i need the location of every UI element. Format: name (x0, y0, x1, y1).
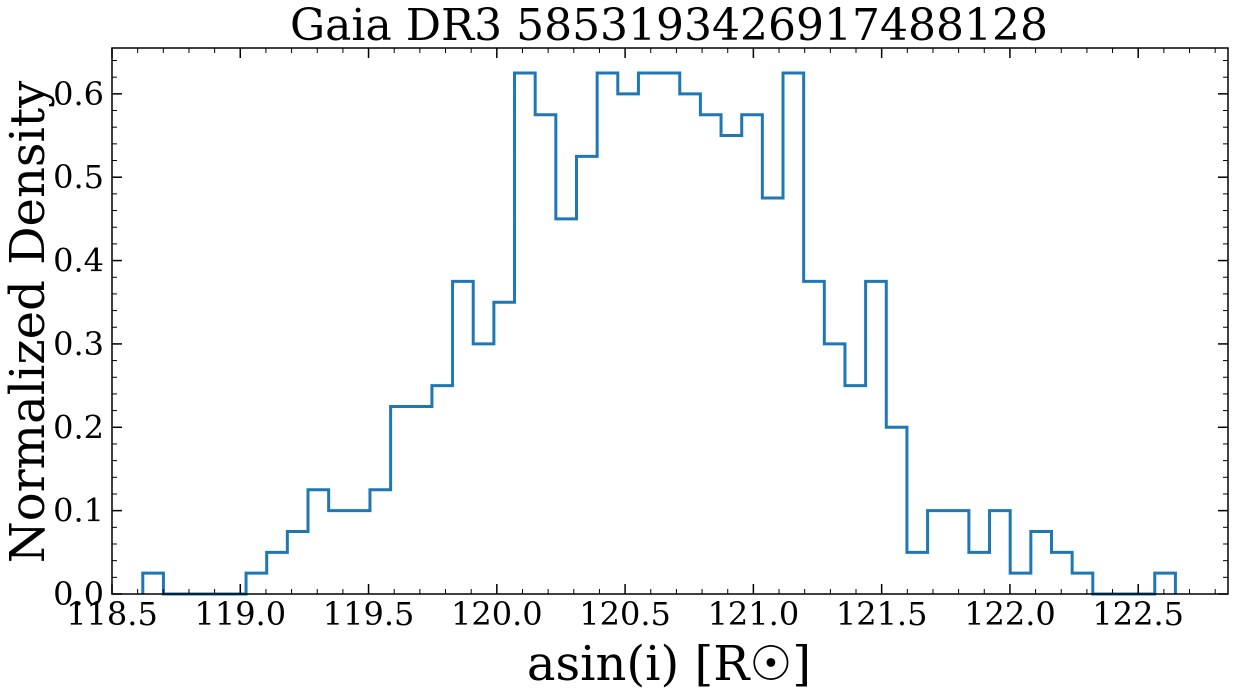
y-tick-label: 0.0 (53, 575, 104, 613)
x-tick-label: 120.5 (579, 595, 671, 633)
y-tick-label: 0.5 (53, 158, 104, 196)
x-tick-label: 118.5 (66, 595, 158, 633)
y-tick-label: 0.4 (53, 242, 104, 280)
x-tick-label: 122.0 (964, 595, 1056, 633)
y-tick-label: 0.1 (53, 492, 104, 530)
y-tick-label: 0.6 (53, 75, 104, 113)
x-tick-label: 119.5 (323, 595, 415, 633)
y-tick-label: 0.3 (53, 325, 104, 363)
x-tick-label: 121.5 (836, 595, 928, 633)
plot-area: 118.5 119.0 119.5 120.0 120.5 121.0 121.5 122.0… (53, 47, 1229, 633)
y-axis-label: Normalized Density (0, 81, 56, 564)
axes-frame (111, 47, 1229, 595)
x-tick-label: 121.0 (708, 595, 800, 633)
histogram-step-line (141, 71, 1177, 596)
x-tick-label: 119.0 (194, 595, 286, 633)
x-tick-label: 120.0 (451, 595, 543, 633)
x-tick-label: 122.5 (1092, 595, 1184, 633)
y-tick-label: 0.2 (53, 408, 104, 446)
chart-title: Gaia DR3 5853193426917488128 (290, 0, 1048, 51)
x-axis-label: asin(i) [R☉] (527, 636, 811, 692)
